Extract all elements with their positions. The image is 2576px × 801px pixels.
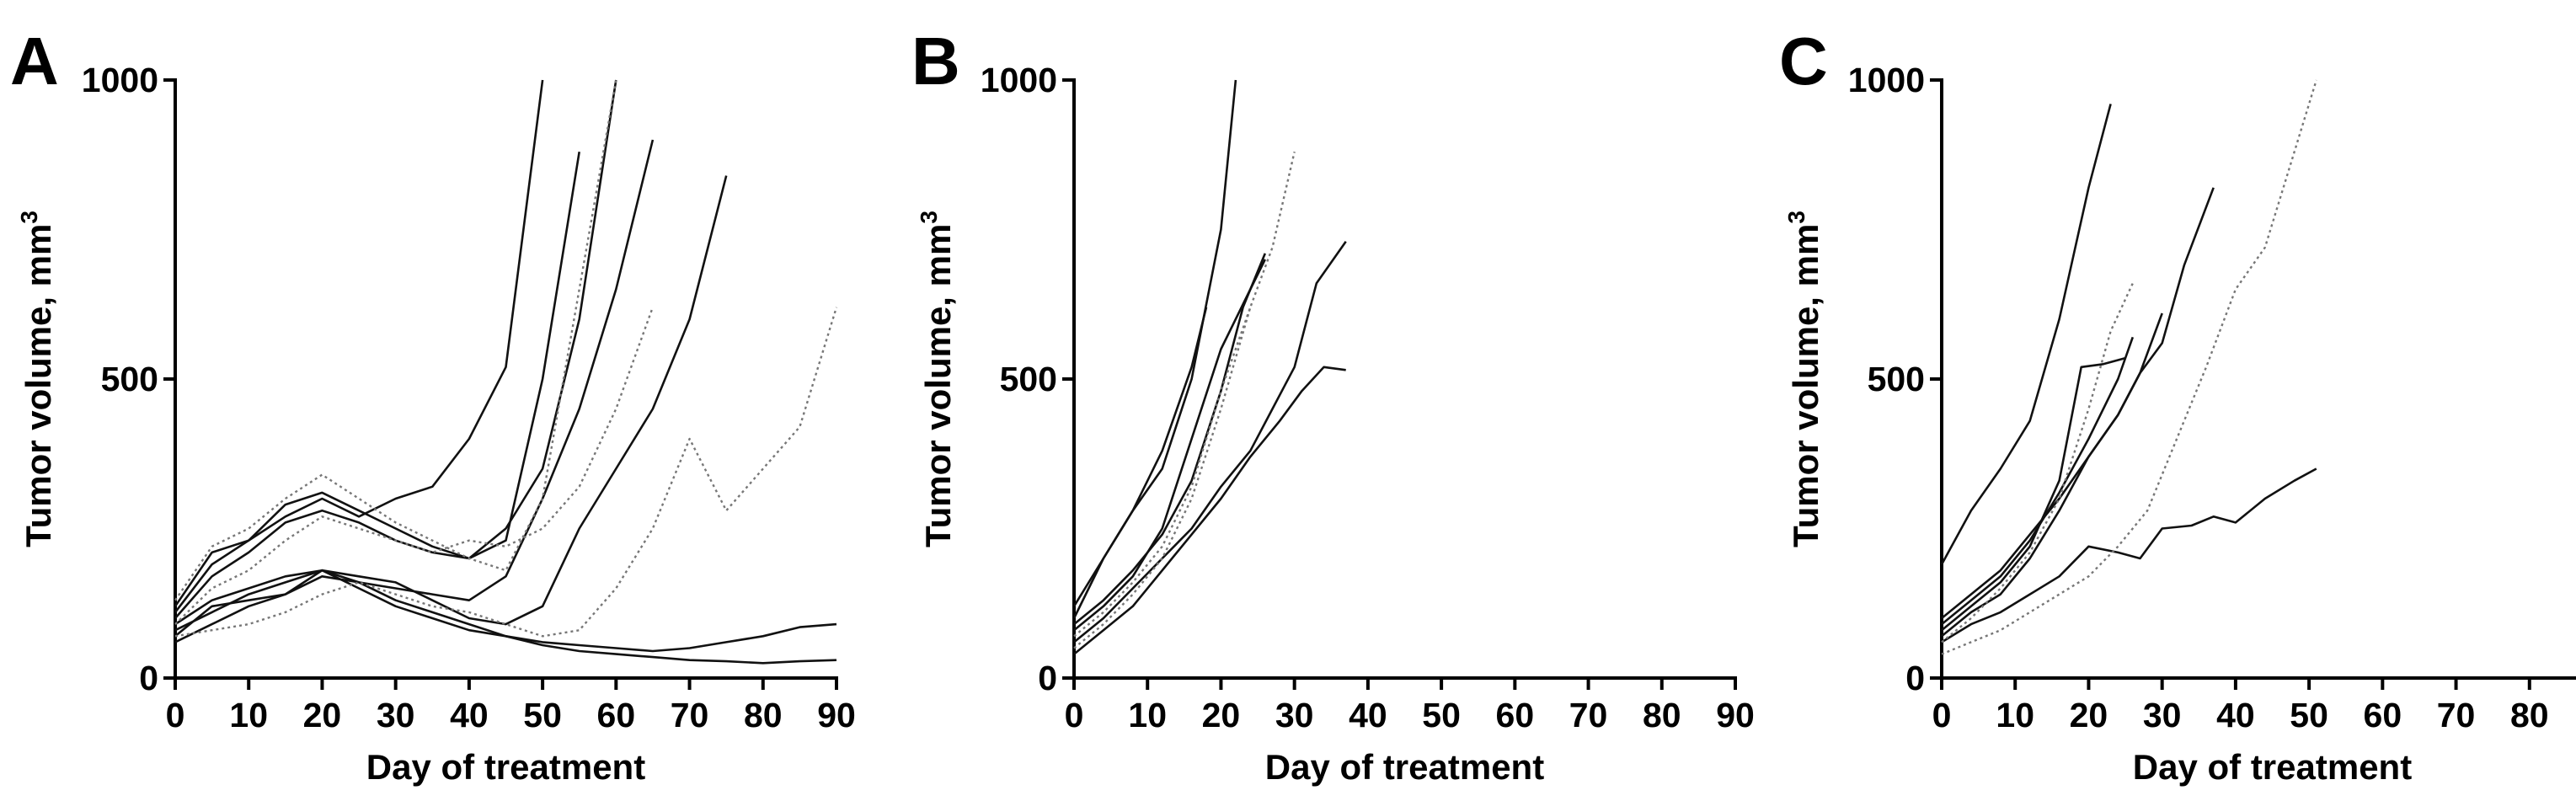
y-tick-label: 0 bbox=[1038, 659, 1057, 697]
series-line-b7 bbox=[1073, 151, 1296, 638]
x-tick-label: 50 bbox=[1422, 696, 1461, 734]
x-tick-label: 0 bbox=[1065, 696, 1084, 734]
series-line-b1 bbox=[1072, 79, 1237, 619]
series-line-c5 bbox=[1941, 312, 2163, 638]
y-tick-label: 0 bbox=[139, 659, 158, 697]
y-tick-label: 500 bbox=[1868, 360, 1925, 398]
series-line-b6 bbox=[1072, 307, 1208, 607]
x-tick-label: 40 bbox=[2216, 696, 2255, 734]
x-tick-label: 0 bbox=[166, 696, 185, 734]
series-line-a8 bbox=[174, 79, 617, 601]
x-tick-label: 80 bbox=[1643, 696, 1681, 734]
series-line-a10 bbox=[174, 307, 838, 638]
x-tick-label: 10 bbox=[1128, 696, 1167, 734]
panel-a: A 0 500 1000 0 10 20 30 40 50 60 70 80 90 Day of treat… bbox=[10, 24, 856, 787]
x-tick-label: 80 bbox=[744, 696, 783, 734]
series-line-a4 bbox=[174, 175, 728, 626]
x-tick-label: 90 bbox=[1716, 696, 1755, 734]
series-line-a5 bbox=[174, 569, 837, 653]
series-line-b5 bbox=[1073, 253, 1267, 626]
x-axis-label: Day of treatment bbox=[366, 747, 645, 787]
series-line-c4 bbox=[1941, 356, 2126, 632]
panel-c: C050010000102030405060708090Day of treat… bbox=[1779, 24, 2576, 787]
series-line-c3 bbox=[1941, 467, 2317, 643]
x-tick-label: 10 bbox=[229, 696, 268, 734]
y-tick-label: 500 bbox=[1000, 360, 1057, 398]
y-axis-label-superscript: 3 bbox=[16, 211, 42, 224]
series-line-b4 bbox=[1073, 366, 1346, 655]
series-line-c6 bbox=[1941, 336, 2135, 626]
x-tick-label: 60 bbox=[597, 696, 636, 734]
panel-b: B 0 500 1000 0 10 20 30 40 50 60 70 80 90 Day of treat… bbox=[911, 24, 1755, 787]
y-tick-label: 0 bbox=[1905, 659, 1925, 697]
series-line-a1 bbox=[174, 79, 544, 607]
series-line-a3 bbox=[174, 139, 655, 638]
x-axis-label: Day of treatment bbox=[2133, 747, 2412, 787]
x-tick-label: 0 bbox=[1932, 696, 1952, 734]
y-axis-label: Tumor volume, mm3 bbox=[1783, 211, 1825, 547]
y-tick-label: 500 bbox=[101, 360, 158, 398]
series-line-c7 bbox=[1941, 79, 2317, 655]
x-axis-label: Day of treatment bbox=[1265, 747, 1544, 787]
series-line-a2 bbox=[174, 79, 617, 619]
x-tick-label: 70 bbox=[671, 696, 709, 734]
panel-letter: B bbox=[911, 24, 960, 99]
y-axis-label-superscript: 3 bbox=[916, 211, 942, 224]
x-tick-label: 80 bbox=[2510, 696, 2549, 734]
x-tick-label: 60 bbox=[1496, 696, 1535, 734]
series-line-b8 bbox=[1073, 307, 1252, 649]
series-line-b3 bbox=[1073, 240, 1347, 643]
x-tick-label: 70 bbox=[1569, 696, 1608, 734]
y-axis-label-superscript: 3 bbox=[1783, 211, 1809, 224]
panel-letter: C bbox=[1779, 24, 1828, 99]
x-tick-label: 20 bbox=[2070, 696, 2108, 734]
panel-letter: A bbox=[10, 24, 59, 99]
series-line-a9 bbox=[174, 307, 655, 625]
x-tick-label: 20 bbox=[1202, 696, 1241, 734]
x-tick-label: 30 bbox=[2143, 696, 2182, 734]
x-tick-label: 30 bbox=[1275, 696, 1314, 734]
x-tick-label: 40 bbox=[450, 696, 489, 734]
x-tick-label: 50 bbox=[2290, 696, 2328, 734]
x-tick-label: 50 bbox=[523, 696, 562, 734]
y-axis-label: Tumor volume, mm3 bbox=[916, 211, 958, 547]
x-tick-label: 20 bbox=[303, 696, 342, 734]
x-tick-label: 30 bbox=[377, 696, 415, 734]
series-line-c2 bbox=[1941, 187, 2215, 620]
y-axis-label: Tumor volume, mm3 bbox=[16, 211, 58, 547]
x-tick-label: 60 bbox=[2364, 696, 2402, 734]
y-tick-label: 1000 bbox=[1848, 61, 1925, 99]
series-line-c8 bbox=[1941, 282, 2134, 643]
x-tick-label: 40 bbox=[1349, 696, 1387, 734]
y-tick-label: 1000 bbox=[82, 61, 158, 99]
series-line-c1 bbox=[1940, 104, 2112, 565]
series-line-a7 bbox=[174, 151, 580, 613]
y-tick-label: 1000 bbox=[981, 61, 1057, 99]
series-line-a6 bbox=[174, 574, 837, 665]
x-tick-label: 10 bbox=[1996, 696, 2034, 734]
x-tick-label: 70 bbox=[2437, 696, 2476, 734]
x-tick-label: 90 bbox=[817, 696, 856, 734]
